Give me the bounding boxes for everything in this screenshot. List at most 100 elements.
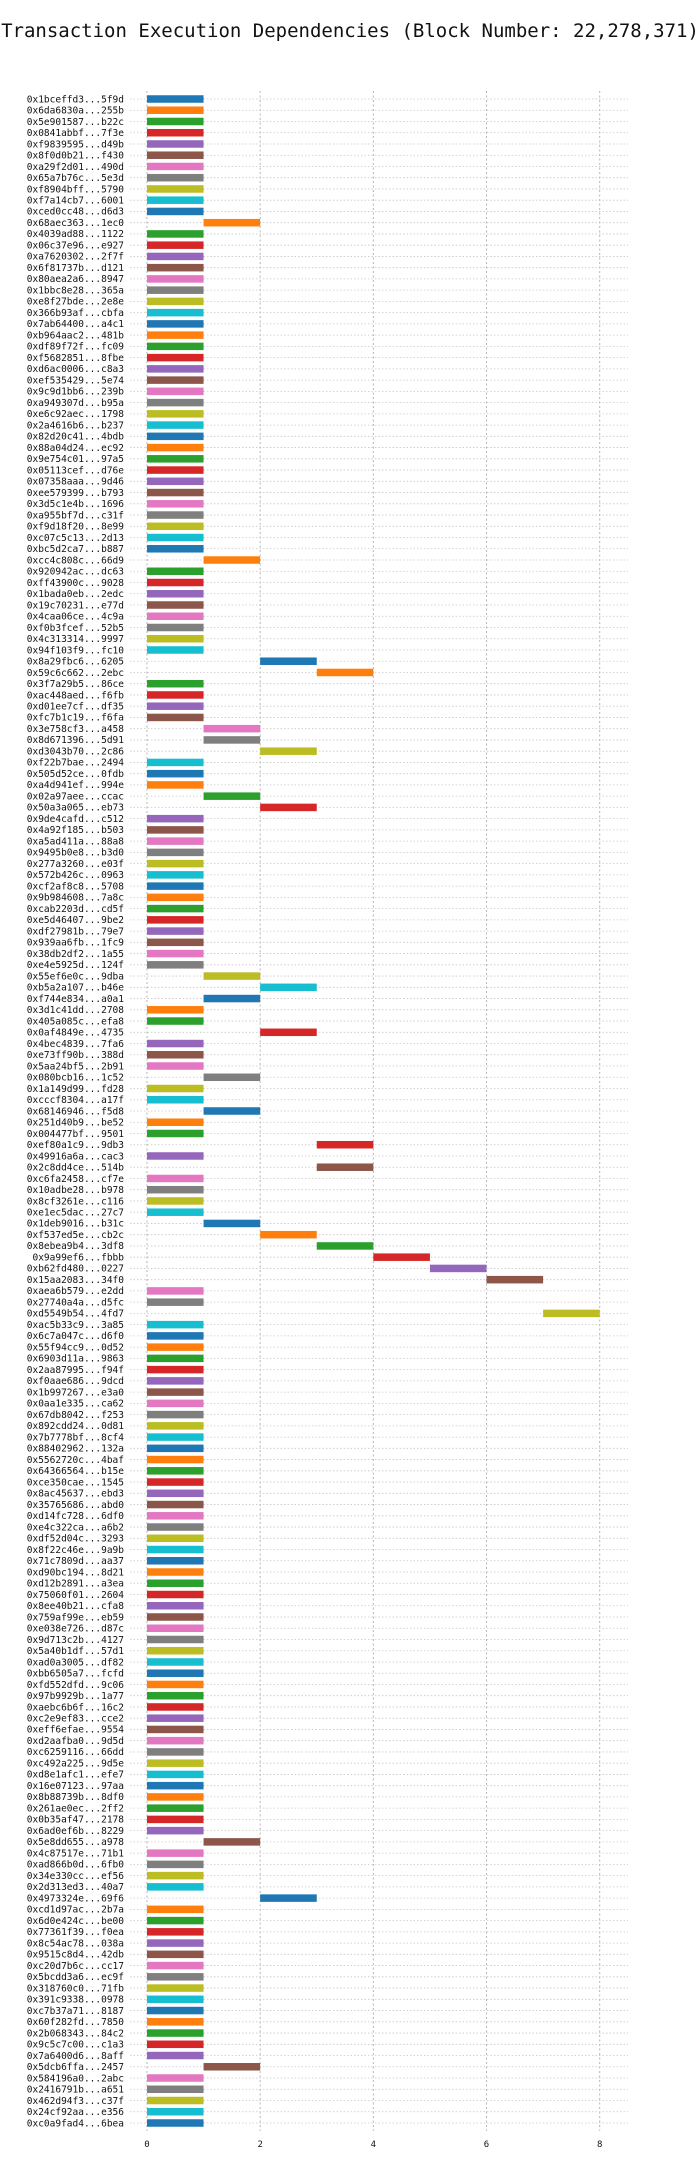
bar <box>146 1377 204 1385</box>
bar <box>146 1928 204 1936</box>
bar <box>146 1039 204 1048</box>
category-label: 0xe6c92aec...1798 <box>27 409 125 420</box>
bar <box>146 207 204 216</box>
category-label: 0xe1ec5dac...27c7 <box>27 1208 124 1219</box>
x-tick-label: 2 <box>257 2140 262 2150</box>
bar <box>203 792 261 800</box>
category-label: 0x7b7778bf...8cf4 <box>27 1432 125 1443</box>
category-label: 0x19c70231...e77d <box>27 600 124 611</box>
category-label: 0x0841abbf...7f3e <box>27 128 125 139</box>
bar <box>146 2108 204 2116</box>
category-label: 0x405a085c...efa8 <box>27 1016 125 1027</box>
bar <box>146 488 204 497</box>
category-label: 0x920942ac...dc63 <box>27 567 124 578</box>
bar <box>146 151 204 159</box>
bar <box>146 1343 204 1351</box>
category-label: 0x7ab64400...a4c1 <box>27 319 125 330</box>
bar <box>146 1467 204 1475</box>
category-label: 0x4973324e...69f6 <box>27 1893 125 1904</box>
bar <box>203 972 261 980</box>
bar <box>146 1613 204 1621</box>
bar <box>146 1916 204 1925</box>
category-label: 0x68146946...f5d8 <box>27 1106 125 1117</box>
x-axis-ticks: 0 2 4 6 8 <box>144 2140 602 2150</box>
category-label: 0xe73ff90b...388d <box>27 1050 124 1061</box>
category-label: 0xf8904bff...5790 <box>27 184 125 195</box>
bar <box>146 1725 204 1734</box>
category-label: 0xc6fa2458...cf7e <box>27 1174 125 1185</box>
bar <box>146 263 204 272</box>
bar <box>146 1646 204 1655</box>
bar <box>146 601 204 609</box>
bar <box>146 1602 204 1610</box>
bar <box>146 1545 204 1554</box>
category-label: 0x3e758cf3...a458 <box>27 724 125 735</box>
category-label: 0xced0cc48...d6d3 <box>27 207 124 218</box>
bar <box>146 1815 204 1824</box>
category-label: 0x8b88739b...8df0 <box>27 1792 125 1803</box>
bar <box>146 1748 204 1756</box>
bar <box>146 871 204 879</box>
category-label: 0x462d94f3...c37f <box>27 2096 124 2107</box>
category-label: 0xe4c322ca...a6b2 <box>27 1522 124 1533</box>
category-label: 0x6f81737b...d121 <box>27 263 125 274</box>
bar <box>146 2051 204 2060</box>
bar <box>146 432 204 441</box>
category-label: 0xff43900c...9028 <box>27 578 125 589</box>
category-label: 0xac448aed...f6fb <box>27 690 125 701</box>
bar <box>146 2119 204 2127</box>
bar <box>146 859 204 868</box>
category-label: 0x59c6c662...2ebc <box>27 668 124 679</box>
category-label: 0xe038e726...d87c <box>27 1624 124 1635</box>
bar <box>146 320 204 328</box>
bar <box>146 893 204 902</box>
category-label: 0xb5a2a107...b46e <box>27 983 125 994</box>
bar <box>146 252 204 261</box>
category-label: 0x55f94cc9...0d52 <box>27 1342 124 1353</box>
bar <box>146 578 204 587</box>
category-label: 0x1a149d99...fd28 <box>27 1084 125 1095</box>
category-label: 0x5aa24bf5...2b91 <box>27 1061 125 1072</box>
bar <box>316 1242 374 1250</box>
category-label: 0x8c54ac78...038a <box>27 1938 124 1949</box>
category-label: 0x05113cef...d76e <box>27 465 125 476</box>
category-label: 0x5dcb6ffa...2457 <box>27 2062 124 2073</box>
category-label: 0x9c5c7c00...c1a3 <box>27 2040 124 2051</box>
bar <box>146 1871 204 1880</box>
category-label: 0xc2e9ef83...cce2 <box>27 1714 124 1725</box>
bar <box>146 1388 204 1396</box>
bar <box>203 556 261 564</box>
category-label: 0x4039ad88...1122 <box>27 229 124 240</box>
category-label: 0xd01ee7cf...df35 <box>27 702 124 713</box>
bar <box>316 1163 374 1171</box>
bar <box>146 1332 204 1340</box>
bar <box>146 623 204 632</box>
bar <box>146 1118 204 1126</box>
bar <box>146 1770 204 1779</box>
bar <box>146 1590 204 1599</box>
category-label: 0xfc7b1c19...f6fa <box>27 713 124 724</box>
category-label: 0x8f22c46e...9a9b <box>27 1545 125 1556</box>
bar <box>146 904 204 913</box>
bar <box>146 590 204 598</box>
bar <box>316 1140 374 1149</box>
category-label: 0x71c7809d...aa37 <box>27 1556 124 1567</box>
bar <box>373 1253 430 1261</box>
category-label: 0xf7a14cb7...6001 <box>27 196 125 207</box>
category-label: 0x9de4cafd...c512 <box>27 814 124 825</box>
bar <box>146 882 204 890</box>
category-label: 0x8ee40b21...cfa8 <box>27 1601 125 1612</box>
category-label: 0x366b93af...cbfa <box>27 308 124 319</box>
category-label: 0x9e754c01...97a5 <box>27 454 124 465</box>
bar <box>146 1950 204 1959</box>
category-label: 0x9495b0e8...b3d0 <box>27 848 125 859</box>
category-label: 0x77361f39...f0ea <box>27 1927 124 1938</box>
bar <box>146 781 204 789</box>
category-label: 0x2b068343...84c2 <box>27 2028 124 2039</box>
category-label: 0xf744e834...a0a1 <box>27 994 125 1005</box>
bar <box>146 1197 204 1205</box>
bar <box>146 1489 204 1498</box>
bar <box>146 241 204 249</box>
bar <box>146 117 204 126</box>
bar <box>146 398 204 407</box>
